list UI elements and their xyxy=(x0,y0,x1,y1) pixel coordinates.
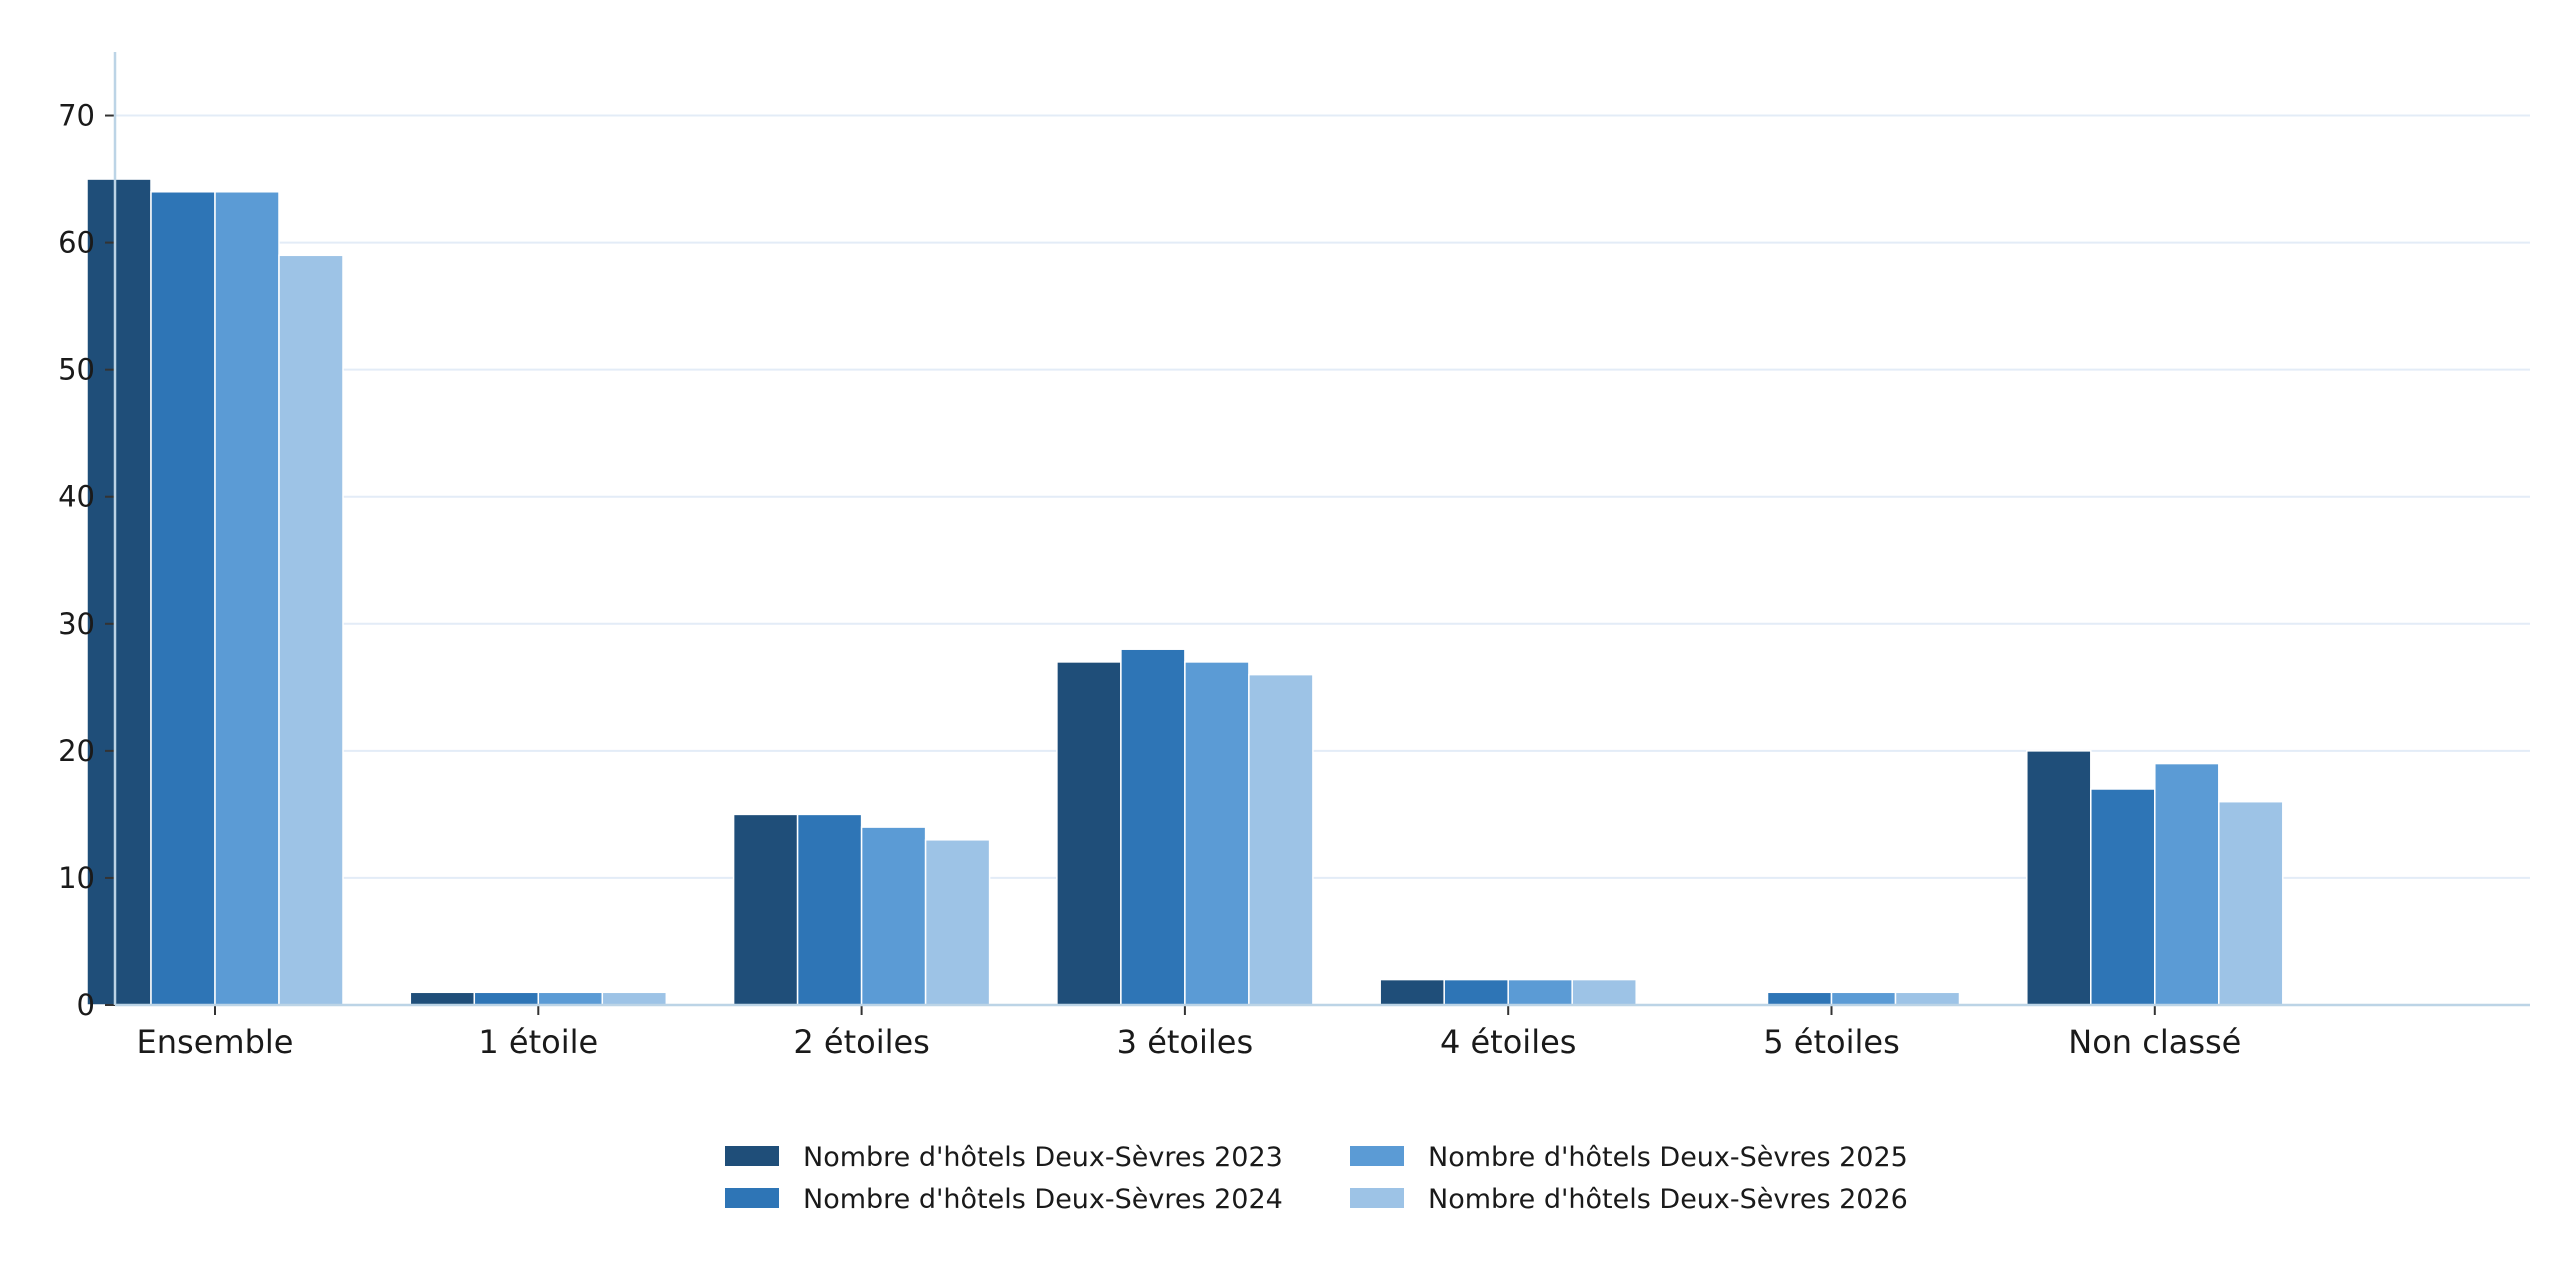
bar xyxy=(732,813,799,1006)
bar xyxy=(1056,661,1122,1006)
y-tick-label: 10 xyxy=(58,861,95,895)
y-tick-label: 0 xyxy=(77,988,95,1022)
bar xyxy=(2090,788,2156,1006)
legend-swatch xyxy=(725,1188,779,1208)
x-tick-label: 4 étoiles xyxy=(1440,1023,1576,1061)
bar xyxy=(1894,991,1961,1006)
legend-swatch xyxy=(725,1146,779,1166)
bar xyxy=(86,178,152,1006)
bar xyxy=(409,991,476,1006)
bar xyxy=(537,991,604,1006)
y-tick-label: 40 xyxy=(58,480,95,514)
bar xyxy=(214,191,280,1006)
axes: 0 10 20 30 40 50 60 70 Ensemble 1 étoile 2 étoiles… xyxy=(58,52,2530,1061)
bar xyxy=(1766,991,1833,1006)
bar xyxy=(1830,991,1897,1006)
x-tick-label: 2 étoiles xyxy=(793,1023,929,1061)
bar xyxy=(1184,661,1250,1006)
bar xyxy=(2154,762,2220,1006)
y-tick-label: 20 xyxy=(58,734,95,768)
bars xyxy=(86,178,2284,1006)
bar xyxy=(2218,800,2284,1006)
y-tick-label: 70 xyxy=(58,99,95,133)
bar xyxy=(1379,978,1445,1006)
x-tick-label: 3 étoiles xyxy=(1117,1023,1253,1061)
bar xyxy=(860,826,927,1006)
bar xyxy=(150,191,216,1006)
y-tick-label: 50 xyxy=(58,353,95,387)
x-tick-label: Ensemble xyxy=(137,1023,294,1061)
bar xyxy=(2026,750,2092,1006)
legend: Nombre d'hôtels Deux-Sèvres 2023 Nombre d… xyxy=(725,1142,1908,1215)
bar xyxy=(1507,978,1573,1006)
y-tick-label: 30 xyxy=(58,607,95,641)
bar xyxy=(1248,673,1314,1006)
bar xyxy=(796,813,863,1006)
y-tick-label: 60 xyxy=(58,226,95,260)
bar xyxy=(1443,978,1509,1006)
bar xyxy=(601,991,668,1006)
bar xyxy=(1120,648,1186,1006)
x-tick-label: 5 étoiles xyxy=(1763,1023,1899,1061)
bar xyxy=(278,254,344,1006)
legend-swatch xyxy=(1350,1146,1404,1166)
legend-label: Nombre d'hôtels Deux-Sèvres 2025 xyxy=(1428,1142,1908,1173)
x-tick-label: Non classé xyxy=(2068,1023,2241,1061)
legend-swatch xyxy=(1350,1188,1404,1208)
legend-label: Nombre d'hôtels Deux-Sèvres 2023 xyxy=(803,1142,1283,1173)
legend-label: Nombre d'hôtels Deux-Sèvres 2024 xyxy=(803,1184,1283,1215)
legend-label: Nombre d'hôtels Deux-Sèvres 2026 xyxy=(1428,1184,1908,1215)
x-tick-label: 1 étoile xyxy=(478,1023,598,1061)
gridlines xyxy=(115,114,2530,879)
bar xyxy=(924,839,991,1006)
bar xyxy=(473,991,540,1006)
bar xyxy=(1571,978,1637,1006)
